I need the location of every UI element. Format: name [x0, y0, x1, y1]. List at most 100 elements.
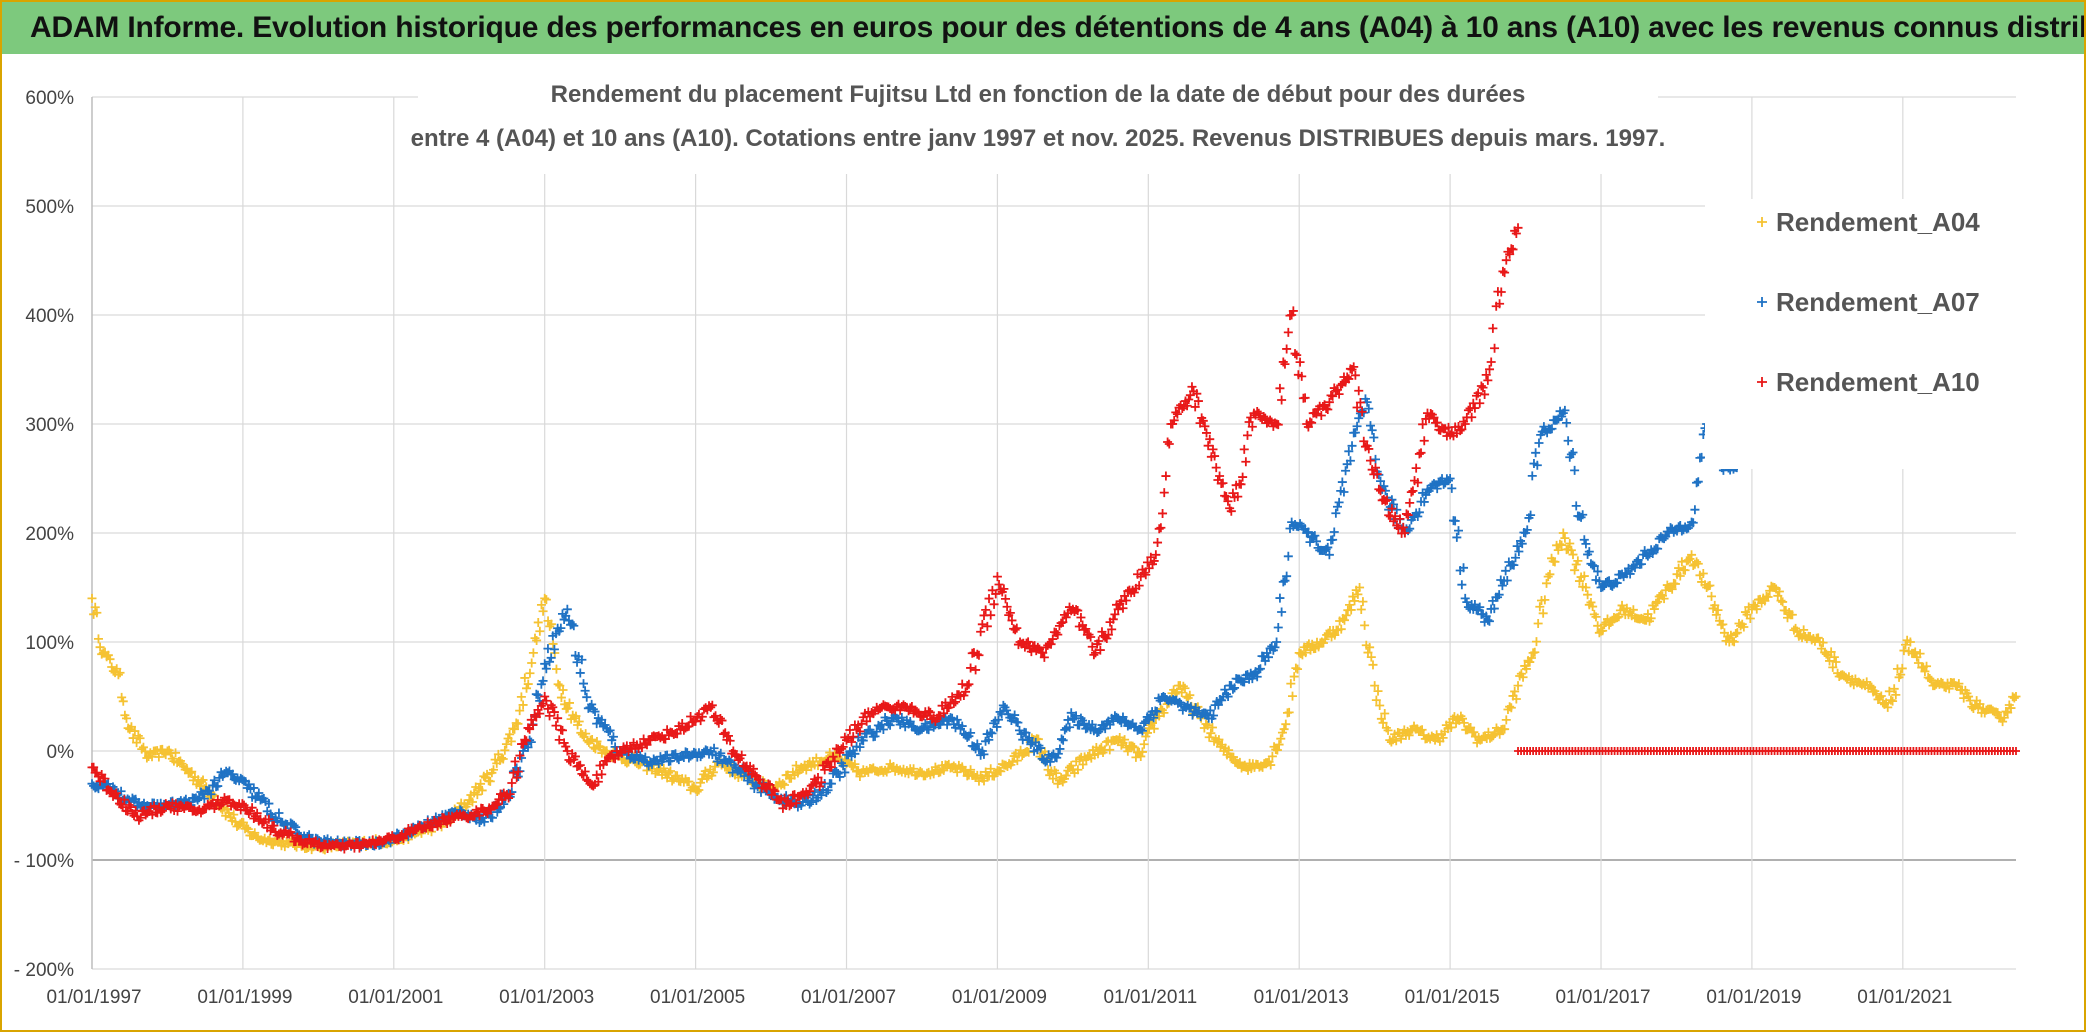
data-point — [1086, 632, 1096, 642]
data-point — [92, 608, 102, 618]
data-point — [597, 715, 607, 725]
data-point — [1274, 740, 1284, 750]
data-point — [1538, 608, 1548, 618]
data-point — [1010, 625, 1020, 635]
data-point — [1625, 569, 1635, 579]
data-point — [1375, 701, 1385, 711]
data-point — [477, 785, 487, 795]
data-point — [1884, 686, 1894, 696]
data-point — [1680, 565, 1690, 575]
data-point — [1323, 404, 1333, 414]
data-point — [526, 737, 536, 747]
data-point — [1320, 634, 1330, 644]
data-point — [999, 584, 1009, 594]
data-point — [1472, 738, 1482, 748]
data-point — [1395, 514, 1405, 524]
data-point — [972, 739, 982, 749]
data-point — [1511, 228, 1521, 238]
data-point — [575, 668, 585, 678]
y-tick-label: 100% — [25, 633, 74, 654]
data-point — [835, 748, 845, 758]
data-point — [1292, 350, 1302, 360]
data-point — [1081, 624, 1091, 634]
data-point — [1228, 752, 1238, 762]
data-point — [254, 788, 264, 798]
data-point — [103, 650, 113, 660]
data-point — [883, 764, 893, 774]
data-point — [1368, 660, 1378, 670]
data-point — [1462, 597, 1472, 607]
data-point — [1731, 629, 1741, 639]
data-point — [1242, 430, 1252, 440]
data-point — [716, 748, 726, 758]
data-point — [1560, 533, 1570, 543]
data-point — [1501, 566, 1511, 576]
data-point — [1831, 657, 1841, 667]
data-point — [1588, 560, 1598, 570]
data-point — [1149, 556, 1159, 566]
data-point — [540, 659, 550, 669]
data-point — [1494, 590, 1504, 600]
data-point — [597, 769, 607, 779]
data-point — [1578, 510, 1588, 520]
data-point — [1653, 597, 1663, 607]
data-point — [492, 799, 502, 809]
data-point — [724, 755, 734, 765]
data-point — [1773, 591, 1783, 601]
data-point — [1418, 419, 1428, 429]
x-tick-label: 01/01/2003 — [499, 987, 594, 1008]
data-point — [1466, 722, 1476, 732]
data-point — [1588, 602, 1598, 612]
data-point — [770, 786, 780, 796]
data-point — [848, 732, 858, 742]
data-point — [1513, 681, 1523, 691]
data-point — [1408, 486, 1418, 496]
data-point — [984, 594, 994, 604]
data-point — [558, 685, 568, 695]
data-point — [823, 785, 833, 795]
legend-label: Rendement_A10 — [1776, 367, 1980, 397]
data-point — [1593, 566, 1603, 576]
data-point — [1525, 657, 1535, 667]
data-point — [662, 773, 672, 783]
data-point — [1205, 705, 1215, 715]
data-point — [1405, 524, 1415, 534]
data-point — [508, 724, 518, 734]
data-point — [1514, 547, 1524, 557]
data-point — [1228, 684, 1238, 694]
data-point — [1291, 663, 1301, 673]
data-point — [1093, 749, 1103, 759]
data-point — [199, 794, 209, 804]
data-point — [476, 779, 486, 789]
data-point — [1273, 622, 1283, 632]
data-point — [939, 765, 949, 775]
data-point — [224, 808, 234, 818]
data-point — [1380, 708, 1390, 718]
data-point — [1413, 478, 1423, 488]
data-point — [1316, 410, 1326, 420]
data-point — [1337, 477, 1347, 487]
data-point — [239, 800, 249, 810]
data-point — [1214, 735, 1224, 745]
data-point — [1511, 694, 1521, 704]
data-point — [1583, 590, 1593, 600]
legend-marker — [1757, 297, 1767, 307]
data-point — [1076, 612, 1086, 622]
data-point — [129, 811, 139, 821]
data-point — [1001, 594, 1010, 604]
data-point — [266, 826, 276, 836]
data-point — [247, 803, 257, 813]
data-point — [605, 725, 615, 735]
data-point — [966, 765, 976, 775]
data-point — [1475, 398, 1485, 408]
data-point — [1880, 699, 1889, 709]
data-point — [302, 839, 312, 849]
data-point — [1463, 405, 1473, 415]
data-point — [593, 777, 603, 787]
data-point — [993, 715, 1003, 725]
data-point — [1505, 249, 1515, 259]
data-point — [1339, 487, 1349, 497]
data-point — [826, 762, 836, 772]
data-point — [545, 657, 555, 667]
data-point — [1787, 610, 1797, 620]
